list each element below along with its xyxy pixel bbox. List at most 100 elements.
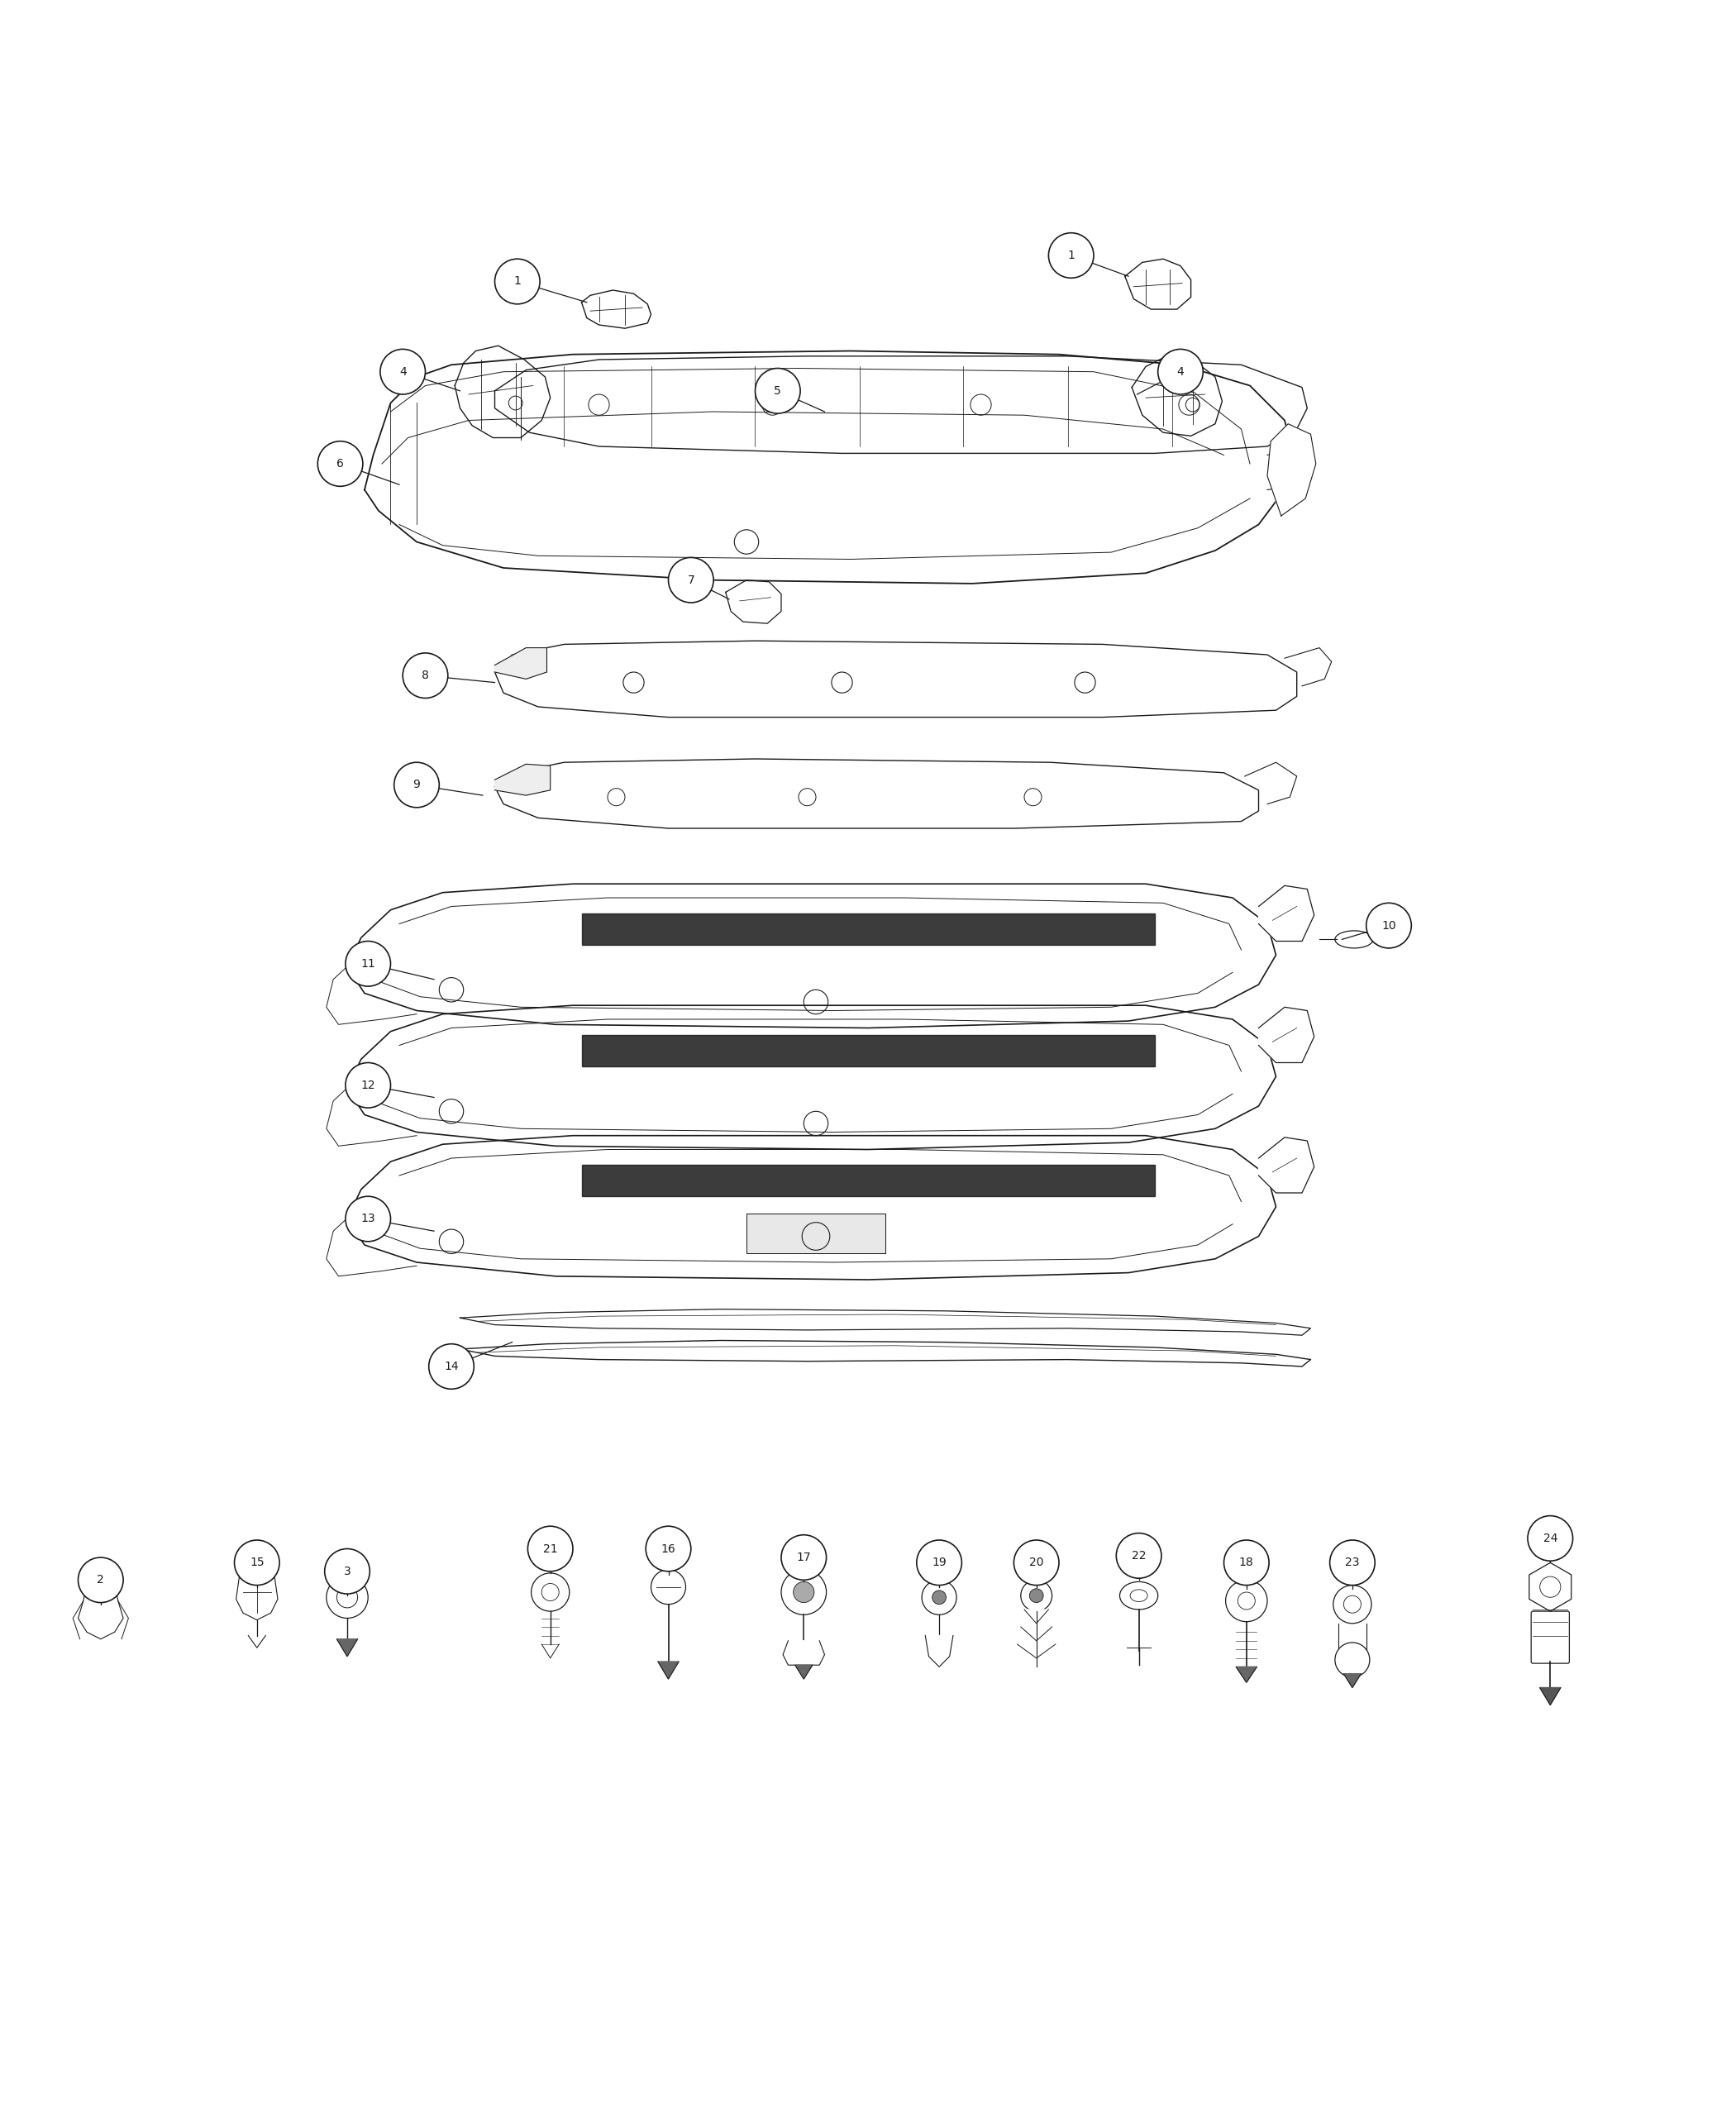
Text: 24: 24 <box>1543 1533 1557 1545</box>
Circle shape <box>325 1549 370 1594</box>
Circle shape <box>380 350 425 394</box>
Polygon shape <box>1529 1562 1571 1611</box>
Text: 23: 23 <box>1345 1558 1359 1568</box>
Polygon shape <box>582 1035 1154 1067</box>
Circle shape <box>1014 1541 1059 1585</box>
Polygon shape <box>783 1640 825 1665</box>
Circle shape <box>429 1345 474 1389</box>
Circle shape <box>1049 232 1094 278</box>
Text: 10: 10 <box>1382 919 1396 932</box>
Polygon shape <box>582 913 1154 944</box>
Circle shape <box>793 1581 814 1602</box>
Circle shape <box>1029 1589 1043 1602</box>
Polygon shape <box>582 291 651 329</box>
Polygon shape <box>1259 1138 1314 1193</box>
Circle shape <box>755 369 800 413</box>
Polygon shape <box>347 1136 1276 1280</box>
Circle shape <box>1528 1516 1573 1560</box>
Circle shape <box>345 940 391 987</box>
Polygon shape <box>1259 885 1314 940</box>
Ellipse shape <box>1120 1581 1158 1611</box>
Circle shape <box>318 441 363 487</box>
Circle shape <box>345 1197 391 1242</box>
Circle shape <box>1116 1533 1161 1579</box>
Polygon shape <box>726 580 781 624</box>
Polygon shape <box>1344 1674 1361 1689</box>
Circle shape <box>1330 1541 1375 1585</box>
Polygon shape <box>1540 1689 1561 1705</box>
Text: 20: 20 <box>1029 1558 1043 1568</box>
Circle shape <box>1335 1642 1370 1678</box>
Text: 1: 1 <box>1068 249 1075 261</box>
Text: 17: 17 <box>797 1551 811 1564</box>
Circle shape <box>78 1558 123 1602</box>
Text: 3: 3 <box>344 1566 351 1577</box>
Polygon shape <box>582 1166 1154 1197</box>
Circle shape <box>651 1570 686 1604</box>
Circle shape <box>403 653 448 698</box>
Polygon shape <box>1267 424 1316 516</box>
Text: 5: 5 <box>774 386 781 396</box>
Text: 4: 4 <box>1177 367 1184 377</box>
Text: 21: 21 <box>543 1543 557 1554</box>
Text: 4: 4 <box>399 367 406 377</box>
Polygon shape <box>1021 1627 1052 1640</box>
Polygon shape <box>460 1341 1311 1366</box>
Polygon shape <box>460 1309 1311 1334</box>
Polygon shape <box>925 1636 953 1667</box>
Text: 8: 8 <box>422 670 429 681</box>
Polygon shape <box>495 641 1297 717</box>
Text: 6: 6 <box>337 457 344 470</box>
Text: 13: 13 <box>361 1212 375 1225</box>
Text: 2: 2 <box>97 1575 104 1585</box>
Text: 12: 12 <box>361 1079 375 1092</box>
Polygon shape <box>1024 1611 1049 1623</box>
Polygon shape <box>347 883 1276 1029</box>
Polygon shape <box>78 1583 123 1640</box>
Text: 7: 7 <box>687 573 694 586</box>
Circle shape <box>531 1573 569 1611</box>
Circle shape <box>1366 902 1411 949</box>
Polygon shape <box>1125 259 1191 310</box>
Circle shape <box>1021 1581 1052 1611</box>
Circle shape <box>394 763 439 807</box>
Circle shape <box>646 1526 691 1570</box>
Text: 11: 11 <box>361 957 375 970</box>
Circle shape <box>495 259 540 304</box>
Polygon shape <box>365 350 1293 584</box>
Polygon shape <box>236 1575 278 1619</box>
Circle shape <box>528 1526 573 1570</box>
Circle shape <box>1158 350 1203 394</box>
Text: 14: 14 <box>444 1360 458 1372</box>
Text: 18: 18 <box>1240 1558 1253 1568</box>
Polygon shape <box>1259 1008 1314 1062</box>
Polygon shape <box>455 346 550 438</box>
Circle shape <box>326 1577 368 1619</box>
Polygon shape <box>347 1006 1276 1149</box>
Polygon shape <box>495 763 550 795</box>
Circle shape <box>922 1581 957 1615</box>
Polygon shape <box>337 1640 358 1657</box>
Polygon shape <box>495 647 547 679</box>
Text: 1: 1 <box>514 276 521 287</box>
FancyBboxPatch shape <box>1531 1611 1569 1663</box>
Circle shape <box>932 1589 946 1604</box>
Polygon shape <box>658 1661 679 1678</box>
Polygon shape <box>495 356 1307 453</box>
Polygon shape <box>1017 1644 1055 1659</box>
Circle shape <box>668 557 713 603</box>
Text: 19: 19 <box>932 1558 946 1568</box>
Circle shape <box>781 1570 826 1615</box>
Circle shape <box>1224 1541 1269 1585</box>
Text: 15: 15 <box>250 1558 264 1568</box>
Circle shape <box>345 1062 391 1109</box>
Text: 22: 22 <box>1132 1549 1146 1562</box>
Polygon shape <box>1132 356 1222 436</box>
Circle shape <box>234 1541 279 1585</box>
Circle shape <box>917 1541 962 1585</box>
Polygon shape <box>746 1214 885 1254</box>
Text: 9: 9 <box>413 780 420 790</box>
Polygon shape <box>795 1665 812 1678</box>
Circle shape <box>1226 1581 1267 1621</box>
Polygon shape <box>1236 1667 1257 1682</box>
